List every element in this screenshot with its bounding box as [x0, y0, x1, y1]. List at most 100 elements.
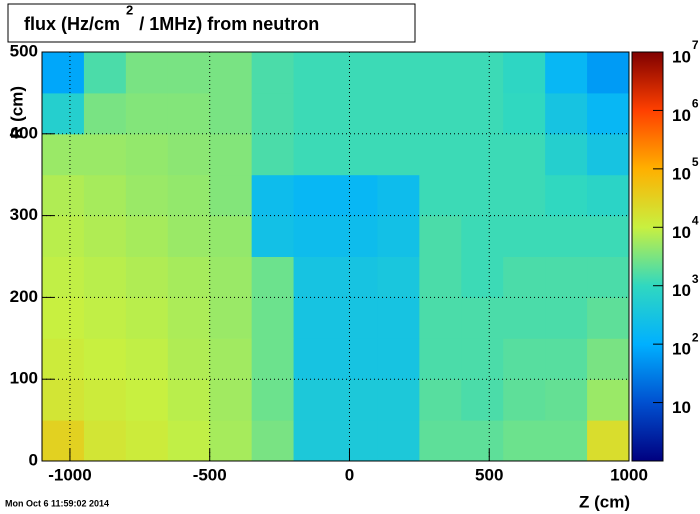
heatmap-cell: [209, 52, 253, 94]
heatmap-cell: [335, 297, 378, 339]
heatmap-cell: [377, 174, 420, 217]
color-bar-tick-label: 10: [672, 47, 691, 66]
color-bar-tick-exponent: 6: [692, 97, 699, 111]
heatmap-cell: [587, 52, 630, 94]
x-tick-label: 500: [475, 465, 503, 484]
heatmap-cell: [251, 92, 295, 135]
heatmap-cell: [503, 52, 546, 94]
heatmap-cell: [503, 133, 546, 176]
heatmap-cell: [42, 52, 85, 94]
heatmap-cell: [209, 92, 253, 135]
timestamp: Mon Oct 6 11:59:02 2014: [5, 498, 109, 508]
heatmap-cell: [293, 174, 336, 217]
heatmap-cell: [42, 133, 85, 176]
heatmap-cell: [125, 133, 169, 176]
heatmap-cell: [545, 420, 588, 462]
heatmap-cell: [503, 92, 546, 135]
heatmap-cell: [125, 420, 169, 462]
heatmap-cell: [587, 92, 630, 135]
heatmap-cell: [42, 338, 85, 380]
heatmap-cell: [42, 297, 85, 339]
heatmap-cell: [251, 338, 295, 380]
heatmap-cell: [167, 52, 211, 94]
heatmap-cell: [209, 297, 253, 339]
heatmap-cell: [251, 420, 295, 462]
y-axis-label: R (cm): [7, 86, 26, 139]
heatmap-cell: [503, 174, 546, 217]
x-tick-label: -1000: [48, 465, 91, 484]
heatmap-cell: [125, 92, 169, 135]
heatmap-cell: [503, 297, 546, 339]
heatmap-cells: [42, 52, 630, 462]
heatmap-cell: [293, 133, 336, 176]
color-bar-tick-label: 10: [672, 281, 691, 300]
heatmap-cell: [335, 379, 378, 421]
heatmap-cell: [461, 133, 504, 176]
heatmap-cell: [545, 256, 588, 298]
y-tick-label: 300: [10, 205, 38, 224]
heatmap-cell: [42, 174, 85, 217]
heatmap-cell: [293, 92, 336, 135]
heatmap-cell: [377, 420, 420, 462]
heatmap-cell: [125, 215, 169, 257]
heatmap-cell: [503, 256, 546, 298]
color-bar-tick-exponent: 7: [692, 38, 699, 52]
heatmap-cell: [461, 420, 504, 462]
heatmap-cell: [419, 297, 462, 339]
x-axis-label: Z (cm): [579, 492, 630, 511]
heatmap-cell: [419, 256, 462, 298]
heatmap-cell: [125, 256, 169, 298]
color-bar-tick-label: 10: [672, 223, 691, 242]
heatmap-cell: [83, 338, 127, 380]
heatmap-cell: [545, 215, 588, 257]
x-tick-label: 0: [345, 465, 354, 484]
y-tick-label: 0: [29, 450, 38, 469]
heatmap-cell: [167, 174, 211, 217]
heatmap-cell: [545, 92, 588, 135]
x-tick-label: 1000: [610, 465, 648, 484]
heatmap-cell: [377, 92, 420, 135]
heatmap-cell: [377, 256, 420, 298]
heatmap-cell: [125, 338, 169, 380]
heatmap-cell: [335, 338, 378, 380]
heatmap-cell: [461, 215, 504, 257]
heatmap-cell: [335, 92, 378, 135]
heatmap-cell: [167, 379, 211, 421]
heatmap-cell: [293, 379, 336, 421]
heatmap-cell: [461, 379, 504, 421]
heatmap-cell: [251, 174, 295, 217]
heatmap-cell: [293, 297, 336, 339]
heatmap-cell: [503, 338, 546, 380]
heatmap-cell: [587, 379, 630, 421]
heatmap-cell: [461, 174, 504, 217]
heatmap-cell: [83, 92, 127, 135]
title-superscript: 2: [126, 2, 133, 17]
heatmap-cell: [167, 256, 211, 298]
heatmap-cell: [419, 420, 462, 462]
heatmap-cell: [42, 92, 85, 135]
heatmap-cell: [293, 52, 336, 94]
heatmap-cell: [251, 297, 295, 339]
heatmap-cell: [419, 379, 462, 421]
heatmap-cell: [461, 338, 504, 380]
heatmap-cell: [83, 52, 127, 94]
heatmap-cell: [503, 215, 546, 257]
heatmap-cell: [587, 133, 630, 176]
heatmap-cell: [251, 133, 295, 176]
heatmap-cell: [167, 338, 211, 380]
color-bar-tick-label: 10: [672, 340, 691, 359]
heatmap-cell: [377, 133, 420, 176]
heatmap-cell: [545, 52, 588, 94]
heatmap-cell: [209, 133, 253, 176]
heatmap-cell: [335, 215, 378, 257]
heatmap-cell: [545, 133, 588, 176]
heatmap-cell: [335, 133, 378, 176]
heatmap-cell: [251, 215, 295, 257]
heatmap-cell: [125, 379, 169, 421]
chart-title: flux (Hz/cm: [24, 14, 120, 34]
heatmap-cell: [167, 133, 211, 176]
heatmap-cell: [167, 297, 211, 339]
heatmap-cell: [461, 52, 504, 94]
heatmap-cell: [209, 256, 253, 298]
chart-title-rest: / 1MHz) from neutron: [139, 14, 319, 34]
